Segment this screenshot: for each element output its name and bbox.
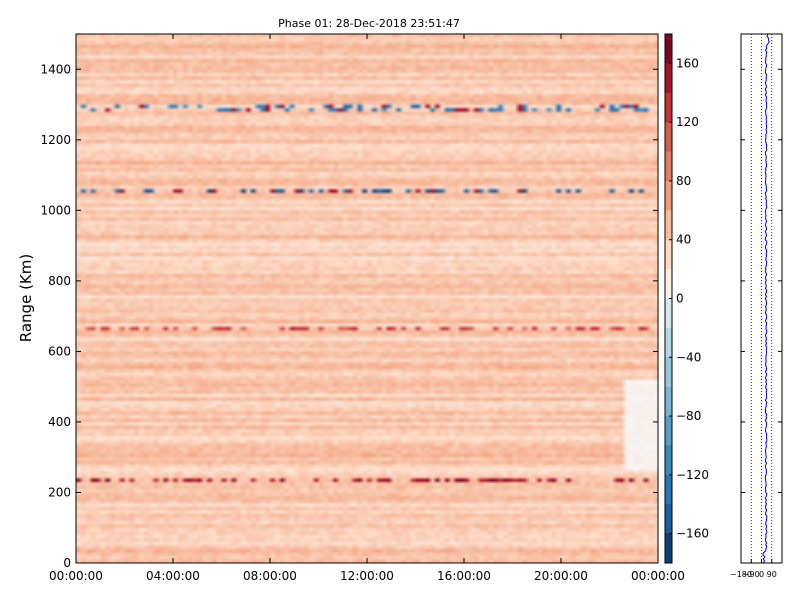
- colorbar-tick-label: 120: [676, 115, 699, 129]
- x-tick-label: 16:00:00: [437, 569, 491, 583]
- y-tick-label: 1000: [40, 203, 71, 217]
- colorbar-segment: [665, 386, 672, 417]
- colorbar-axes: 160 120 80 40 0 −40 −80 −120 −160: [669, 56, 709, 541]
- colorbar-tick-label: −80: [676, 409, 701, 423]
- y-tick-label: 800: [48, 274, 71, 288]
- y-axis-label: Range (Km): [17, 254, 35, 342]
- colorbar-segment: [665, 34, 672, 64]
- x-tick-label: 00:00:00: [631, 569, 685, 583]
- colorbar-tick-label: 80: [676, 174, 691, 188]
- colorbar-segment: [665, 269, 672, 299]
- colorbar-segment: [665, 180, 672, 211]
- colorbar-segment: [665, 504, 672, 535]
- y-tick-label: 600: [48, 344, 71, 358]
- x-tick-label: 04:00:00: [146, 569, 200, 583]
- colorbar-segment: [665, 298, 672, 329]
- phase-profile-line: [762, 33, 770, 564]
- colorbar-segment: [665, 327, 672, 358]
- colorbar-segment: [665, 239, 672, 270]
- heatmap-axes: 00:00:00 04:00:00 08:00:00 12:00:00 16:00:00…: [40, 34, 685, 583]
- profile-axes: −180−90 0 90: [730, 68, 782, 579]
- colorbar-tick-label: 160: [676, 56, 699, 70]
- colorbar-segment: [665, 474, 672, 505]
- x-tick-label: 12:00:00: [340, 569, 394, 583]
- y-tick-label: 1200: [40, 133, 71, 147]
- colorbar-segment: [665, 92, 672, 123]
- colorbar: [665, 34, 672, 564]
- colorbar-segment: [665, 445, 672, 476]
- heatmap-image: [76, 34, 658, 563]
- x-tick-label: 08:00:00: [243, 569, 297, 583]
- colorbar-segment: [665, 357, 672, 388]
- colorbar-segment: [665, 210, 672, 241]
- colorbar-tick-label: 40: [676, 233, 691, 247]
- chart-title: Phase 01: 28-Dec-2018 23:51:47: [278, 17, 460, 30]
- colorbar-segment: [665, 151, 672, 182]
- colorbar-tick-label: −40: [676, 350, 701, 364]
- profile-x-tick-label: −90: [743, 570, 760, 579]
- x-tick-label: 20:00:00: [534, 569, 588, 583]
- y-tick-label: 200: [48, 485, 71, 499]
- phase-profile-plot: [750, 33, 773, 564]
- profile-x-tick-label: 90: [767, 570, 777, 579]
- profile-x-tick-label: −180: [730, 570, 752, 579]
- x-tick-label: 00:00:00: [49, 569, 103, 583]
- colorbar-tick-label: −160: [676, 527, 709, 541]
- y-tick-label: 0: [63, 556, 71, 570]
- y-tick-label: 1400: [40, 62, 71, 76]
- colorbar-segment: [665, 122, 672, 153]
- profile-x-tick-label: 0: [759, 570, 764, 579]
- colorbar-tick-label: −120: [676, 468, 709, 482]
- colorbar-tick-label: 0: [676, 292, 684, 306]
- colorbar-segment: [665, 533, 672, 564]
- rti-heatmap: [76, 34, 658, 563]
- colorbar-segment: [665, 63, 672, 94]
- colorbar-segment: [665, 416, 672, 446]
- y-tick-label: 400: [48, 415, 71, 429]
